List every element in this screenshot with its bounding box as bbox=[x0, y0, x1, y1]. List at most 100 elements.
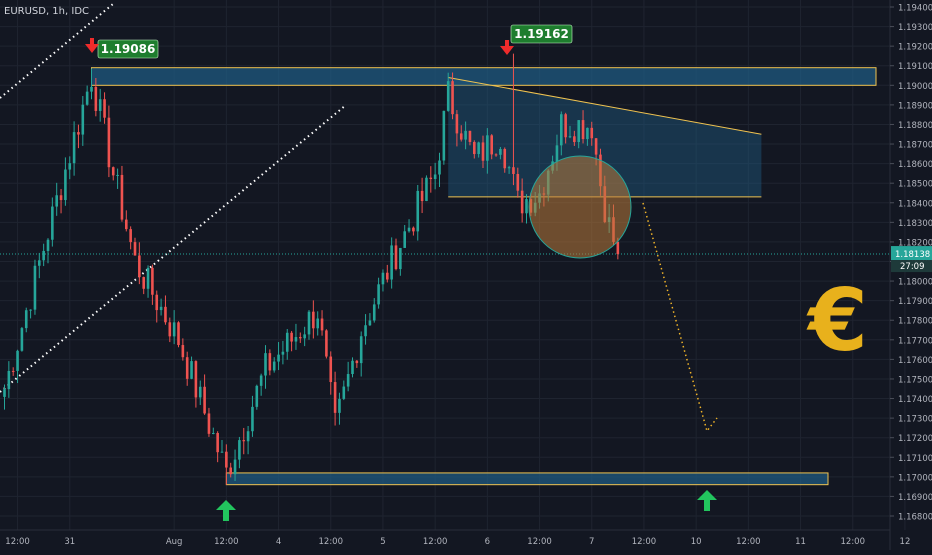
up-arrow-icon-head bbox=[216, 500, 236, 510]
candle-body bbox=[238, 440, 241, 460]
current-price-label: 1.18138 bbox=[895, 250, 930, 260]
price-tick-label: 1.19300 bbox=[898, 23, 932, 33]
candle-body bbox=[381, 272, 385, 285]
candle-body bbox=[24, 310, 28, 329]
price-tick-label: 1.17800 bbox=[898, 317, 932, 327]
candle-body bbox=[477, 142, 480, 155]
down-arrow-icon-shaft bbox=[90, 38, 94, 48]
price-tick-label: 1.19400 bbox=[898, 4, 932, 14]
candle-body bbox=[151, 267, 154, 295]
candle-body bbox=[138, 255, 141, 278]
candle-body bbox=[325, 330, 328, 357]
price-tick-label: 1.17600 bbox=[898, 356, 932, 366]
candle-body bbox=[46, 239, 50, 251]
candle-body bbox=[116, 174, 119, 176]
candle-body bbox=[316, 318, 319, 329]
candle-body bbox=[312, 311, 315, 329]
candle-body bbox=[190, 361, 193, 379]
time-tick-label: 7 bbox=[589, 537, 594, 547]
candle-body bbox=[268, 353, 272, 371]
candle-body bbox=[111, 167, 115, 176]
candle-body bbox=[194, 361, 198, 398]
down-arrow-icon bbox=[500, 40, 514, 55]
candle-body bbox=[364, 325, 367, 337]
time-tick-label: Aug bbox=[166, 537, 183, 547]
candle-body bbox=[146, 267, 150, 289]
candle-body bbox=[225, 451, 228, 468]
candle-body bbox=[320, 318, 324, 331]
candle-body bbox=[129, 229, 132, 243]
price-tick-label: 1.17900 bbox=[898, 297, 932, 307]
candle-body bbox=[246, 431, 250, 442]
candle-body bbox=[277, 354, 280, 362]
candle-body bbox=[77, 132, 80, 135]
price-tick-label: 1.18500 bbox=[898, 180, 932, 190]
candle-body bbox=[490, 135, 493, 155]
down-arrow-icon-head bbox=[500, 46, 514, 55]
candle-body bbox=[90, 86, 93, 92]
candle-body bbox=[198, 386, 202, 398]
candle-body bbox=[525, 199, 528, 214]
candle-body bbox=[407, 227, 411, 232]
price-tick-label: 1.18900 bbox=[898, 101, 932, 111]
candle-body bbox=[172, 322, 176, 337]
candle-body bbox=[81, 104, 85, 135]
candle-body bbox=[125, 219, 128, 230]
time-tick-label: 12:00 bbox=[632, 537, 657, 547]
time-tick-label: 4 bbox=[276, 537, 281, 547]
price-tick-label: 1.19000 bbox=[898, 82, 932, 92]
candle-body bbox=[351, 360, 354, 375]
candle-body bbox=[412, 227, 415, 232]
candle-body bbox=[346, 374, 350, 387]
high-label-right-text: 1.19162 bbox=[514, 27, 569, 41]
candle-body bbox=[259, 375, 263, 386]
candle-body bbox=[220, 451, 224, 453]
high-label-left-box bbox=[97, 39, 159, 59]
candle-body bbox=[255, 385, 259, 407]
candle-body bbox=[251, 406, 254, 432]
candle-body bbox=[594, 138, 598, 155]
candles bbox=[3, 53, 620, 485]
time-tick-label: 12:00 bbox=[423, 537, 448, 547]
candle-body bbox=[394, 245, 398, 270]
candle-body bbox=[216, 432, 219, 453]
candle-body bbox=[368, 320, 372, 326]
candle-body bbox=[303, 334, 306, 339]
candle-body bbox=[590, 127, 594, 139]
candle-body bbox=[120, 174, 124, 220]
candle-body bbox=[64, 169, 67, 201]
candle-body bbox=[451, 81, 454, 115]
candle-body bbox=[299, 337, 302, 339]
price-tick-label: 1.18400 bbox=[898, 199, 932, 209]
candle-body bbox=[420, 190, 424, 202]
price-tick-label: 1.18700 bbox=[898, 141, 932, 151]
time-tick-label: 10 bbox=[691, 537, 702, 547]
high-label-left-text: 1.19086 bbox=[101, 42, 156, 56]
candle-body bbox=[59, 195, 63, 201]
candle-body bbox=[520, 190, 524, 214]
candle-body bbox=[494, 154, 498, 156]
up-arrow-icon-head bbox=[697, 490, 717, 500]
candle-body bbox=[207, 413, 211, 434]
candle-body bbox=[507, 167, 511, 169]
candle-body bbox=[355, 360, 359, 364]
countdown-label: 27:09 bbox=[900, 262, 925, 272]
candle-body bbox=[473, 141, 476, 155]
down-arrow-icon bbox=[85, 38, 99, 53]
time-tick-label: 12:00 bbox=[214, 537, 239, 547]
support-zone bbox=[225, 472, 829, 486]
candle-body bbox=[429, 177, 433, 180]
candle-body bbox=[155, 294, 159, 311]
candle-body bbox=[516, 173, 520, 191]
price-tick-label: 1.17700 bbox=[898, 336, 932, 346]
candle-body bbox=[577, 120, 580, 143]
candle-body bbox=[333, 382, 337, 413]
candle-body bbox=[107, 117, 111, 168]
candle-body bbox=[98, 99, 102, 111]
candle-body bbox=[416, 190, 420, 232]
candle-body bbox=[272, 361, 276, 371]
resistance-zone bbox=[91, 67, 877, 86]
candle-body bbox=[242, 440, 246, 442]
